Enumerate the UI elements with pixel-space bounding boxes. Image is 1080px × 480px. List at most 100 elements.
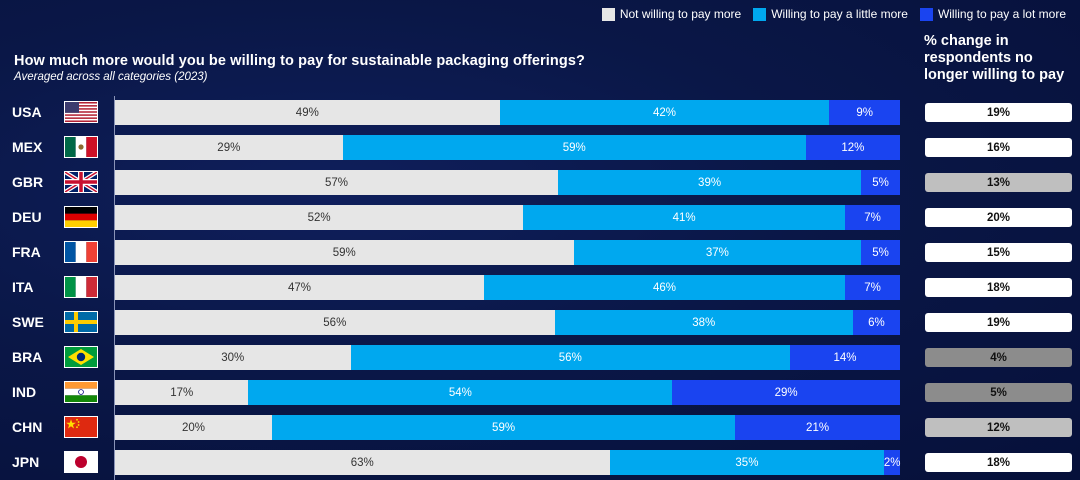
change-value: 19% (925, 103, 1072, 122)
bar-segment-lot-more: 5% (861, 170, 900, 195)
legend-item: Willing to pay a lot more (919, 7, 1066, 21)
change-value: 18% (925, 453, 1072, 472)
data-label: 42% (652, 106, 676, 119)
legend-label: Willing to pay a little more (771, 7, 908, 21)
bar-segment-not-willing: 30% (115, 345, 351, 370)
category-label: SWE (12, 314, 44, 330)
category-label: FRA (12, 244, 41, 260)
bar-segment-lot-more: 21% (735, 415, 900, 440)
fra-flag-icon (64, 241, 98, 263)
chart-subtitle: Averaged across all categories (2023) (14, 71, 208, 83)
category-axis-line (114, 96, 115, 480)
mex-flag-icon (64, 136, 98, 158)
chart-legend: Not willing to pay more Willing to pay a… (601, 7, 1066, 21)
change-value: 12% (925, 418, 1072, 437)
data-label: 49% (295, 106, 319, 119)
jpn-flag-icon (64, 451, 98, 473)
gbr-flag-icon (64, 171, 98, 193)
change-value: 16% (925, 138, 1072, 157)
change-value: 5% (925, 383, 1072, 402)
data-label: 39% (698, 176, 722, 189)
category-label: IND (12, 384, 37, 400)
change-value: 18% (925, 278, 1072, 297)
bar-segment-little-more: 54% (248, 380, 673, 405)
data-label: 57% (324, 176, 349, 189)
data-label: 54% (448, 386, 472, 399)
bar-segment-little-more: 46% (483, 275, 846, 300)
data-label: 17% (170, 386, 194, 399)
data-label: 29% (217, 141, 241, 154)
change-column-header: % change in respondents no longer willin… (924, 33, 1065, 83)
category-label: MEX (12, 139, 43, 155)
data-label: 38% (692, 316, 716, 329)
ind-flag-icon (64, 381, 98, 403)
data-label: 30% (221, 351, 245, 364)
category-label: JPN (12, 454, 40, 470)
bar-segment-not-willing: 56% (115, 310, 555, 335)
data-label: 12% (841, 141, 865, 154)
data-label: 9% (856, 106, 873, 119)
legend-swatch-lot-more (919, 7, 933, 21)
data-label: 37% (705, 246, 729, 259)
bar-segment-little-more: 39% (558, 170, 862, 195)
bar-segment-lot-more: 2% (884, 450, 900, 475)
data-label: 47% (287, 281, 311, 294)
bar-segment-not-willing: 59% (115, 240, 574, 265)
bar-segment-little-more: 38% (554, 310, 853, 335)
data-label: 21% (806, 421, 830, 434)
legend-swatch-little-more (753, 7, 767, 21)
data-label: 63% (350, 456, 374, 469)
legend-item: Willing to pay a little more (753, 7, 908, 21)
change-value: 4% (925, 348, 1072, 367)
data-label: 59% (492, 421, 516, 434)
bar-segment-not-willing: 47% (115, 275, 484, 300)
bar-segment-little-more: 42% (499, 100, 830, 125)
bar-segment-not-willing: 63% (115, 450, 610, 475)
bar-segment-lot-more: 9% (829, 100, 900, 125)
legend-label: Willing to pay a lot more (937, 7, 1066, 21)
data-label: 29% (774, 386, 798, 399)
data-label: 7% (864, 281, 881, 294)
category-label: USA (12, 104, 42, 120)
change-value: 15% (925, 243, 1072, 262)
data-label: 6% (868, 316, 885, 329)
bar-segment-not-willing: 20% (115, 415, 272, 440)
chn-flag-icon (64, 416, 98, 438)
legend-swatch-not-willing (601, 7, 615, 21)
data-label: 5% (872, 176, 889, 189)
bar-segment-not-willing: 49% (115, 100, 500, 125)
swe-flag-icon (64, 311, 98, 333)
data-label: 46% (652, 281, 676, 294)
data-label: 41% (672, 211, 696, 224)
bar-segment-not-willing: 17% (115, 380, 249, 405)
change-value: 13% (925, 173, 1072, 192)
bar-segment-lot-more: 29% (672, 380, 900, 405)
data-label: 56% (558, 351, 582, 364)
category-label: DEU (12, 209, 42, 225)
bar-segment-little-more: 59% (342, 135, 806, 160)
bar-segment-lot-more: 5% (861, 240, 900, 265)
data-label: 20% (181, 421, 206, 434)
bar-segment-not-willing: 57% (115, 170, 559, 195)
data-label: 35% (735, 456, 759, 469)
bar-segment-little-more: 59% (272, 415, 736, 440)
data-label: 52% (307, 211, 331, 224)
bar-segment-lot-more: 12% (805, 135, 900, 160)
bra-flag-icon (64, 346, 98, 368)
usa-flag-icon (64, 101, 98, 123)
data-label: 7% (864, 211, 881, 224)
category-label: GBR (12, 174, 44, 190)
bar-segment-lot-more: 14% (790, 345, 900, 370)
data-label: 59% (562, 141, 586, 154)
legend-item: Not willing to pay more (601, 7, 741, 21)
data-label: 2% (883, 456, 901, 469)
category-label: ITA (12, 279, 34, 295)
deu-flag-icon (64, 206, 98, 228)
chart-title: How much more would you be willing to pa… (14, 53, 585, 69)
data-label: 56% (323, 316, 347, 329)
change-value: 20% (925, 208, 1072, 227)
bar-segment-lot-more: 7% (845, 205, 900, 230)
bar-segment-not-willing: 29% (115, 135, 343, 160)
bar-segment-little-more: 41% (523, 205, 846, 230)
bar-segment-little-more: 35% (609, 450, 885, 475)
